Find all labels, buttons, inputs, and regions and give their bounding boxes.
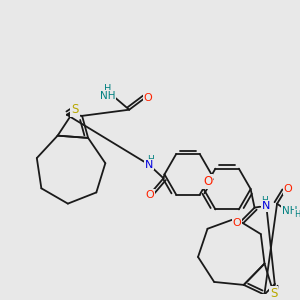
Text: O: O	[143, 93, 152, 103]
Text: O: O	[203, 175, 212, 188]
Text: O: O	[232, 218, 241, 228]
Text: N: N	[145, 160, 153, 170]
Text: NH: NH	[282, 206, 298, 216]
Text: H: H	[261, 196, 268, 205]
Text: H: H	[294, 210, 300, 219]
Text: O: O	[146, 190, 154, 200]
Text: N: N	[262, 201, 271, 211]
Text: H: H	[147, 155, 154, 164]
Text: S: S	[71, 103, 79, 116]
Text: S: S	[270, 287, 278, 300]
Text: H: H	[104, 84, 111, 94]
Text: NH: NH	[100, 91, 116, 101]
Text: O: O	[284, 184, 292, 194]
